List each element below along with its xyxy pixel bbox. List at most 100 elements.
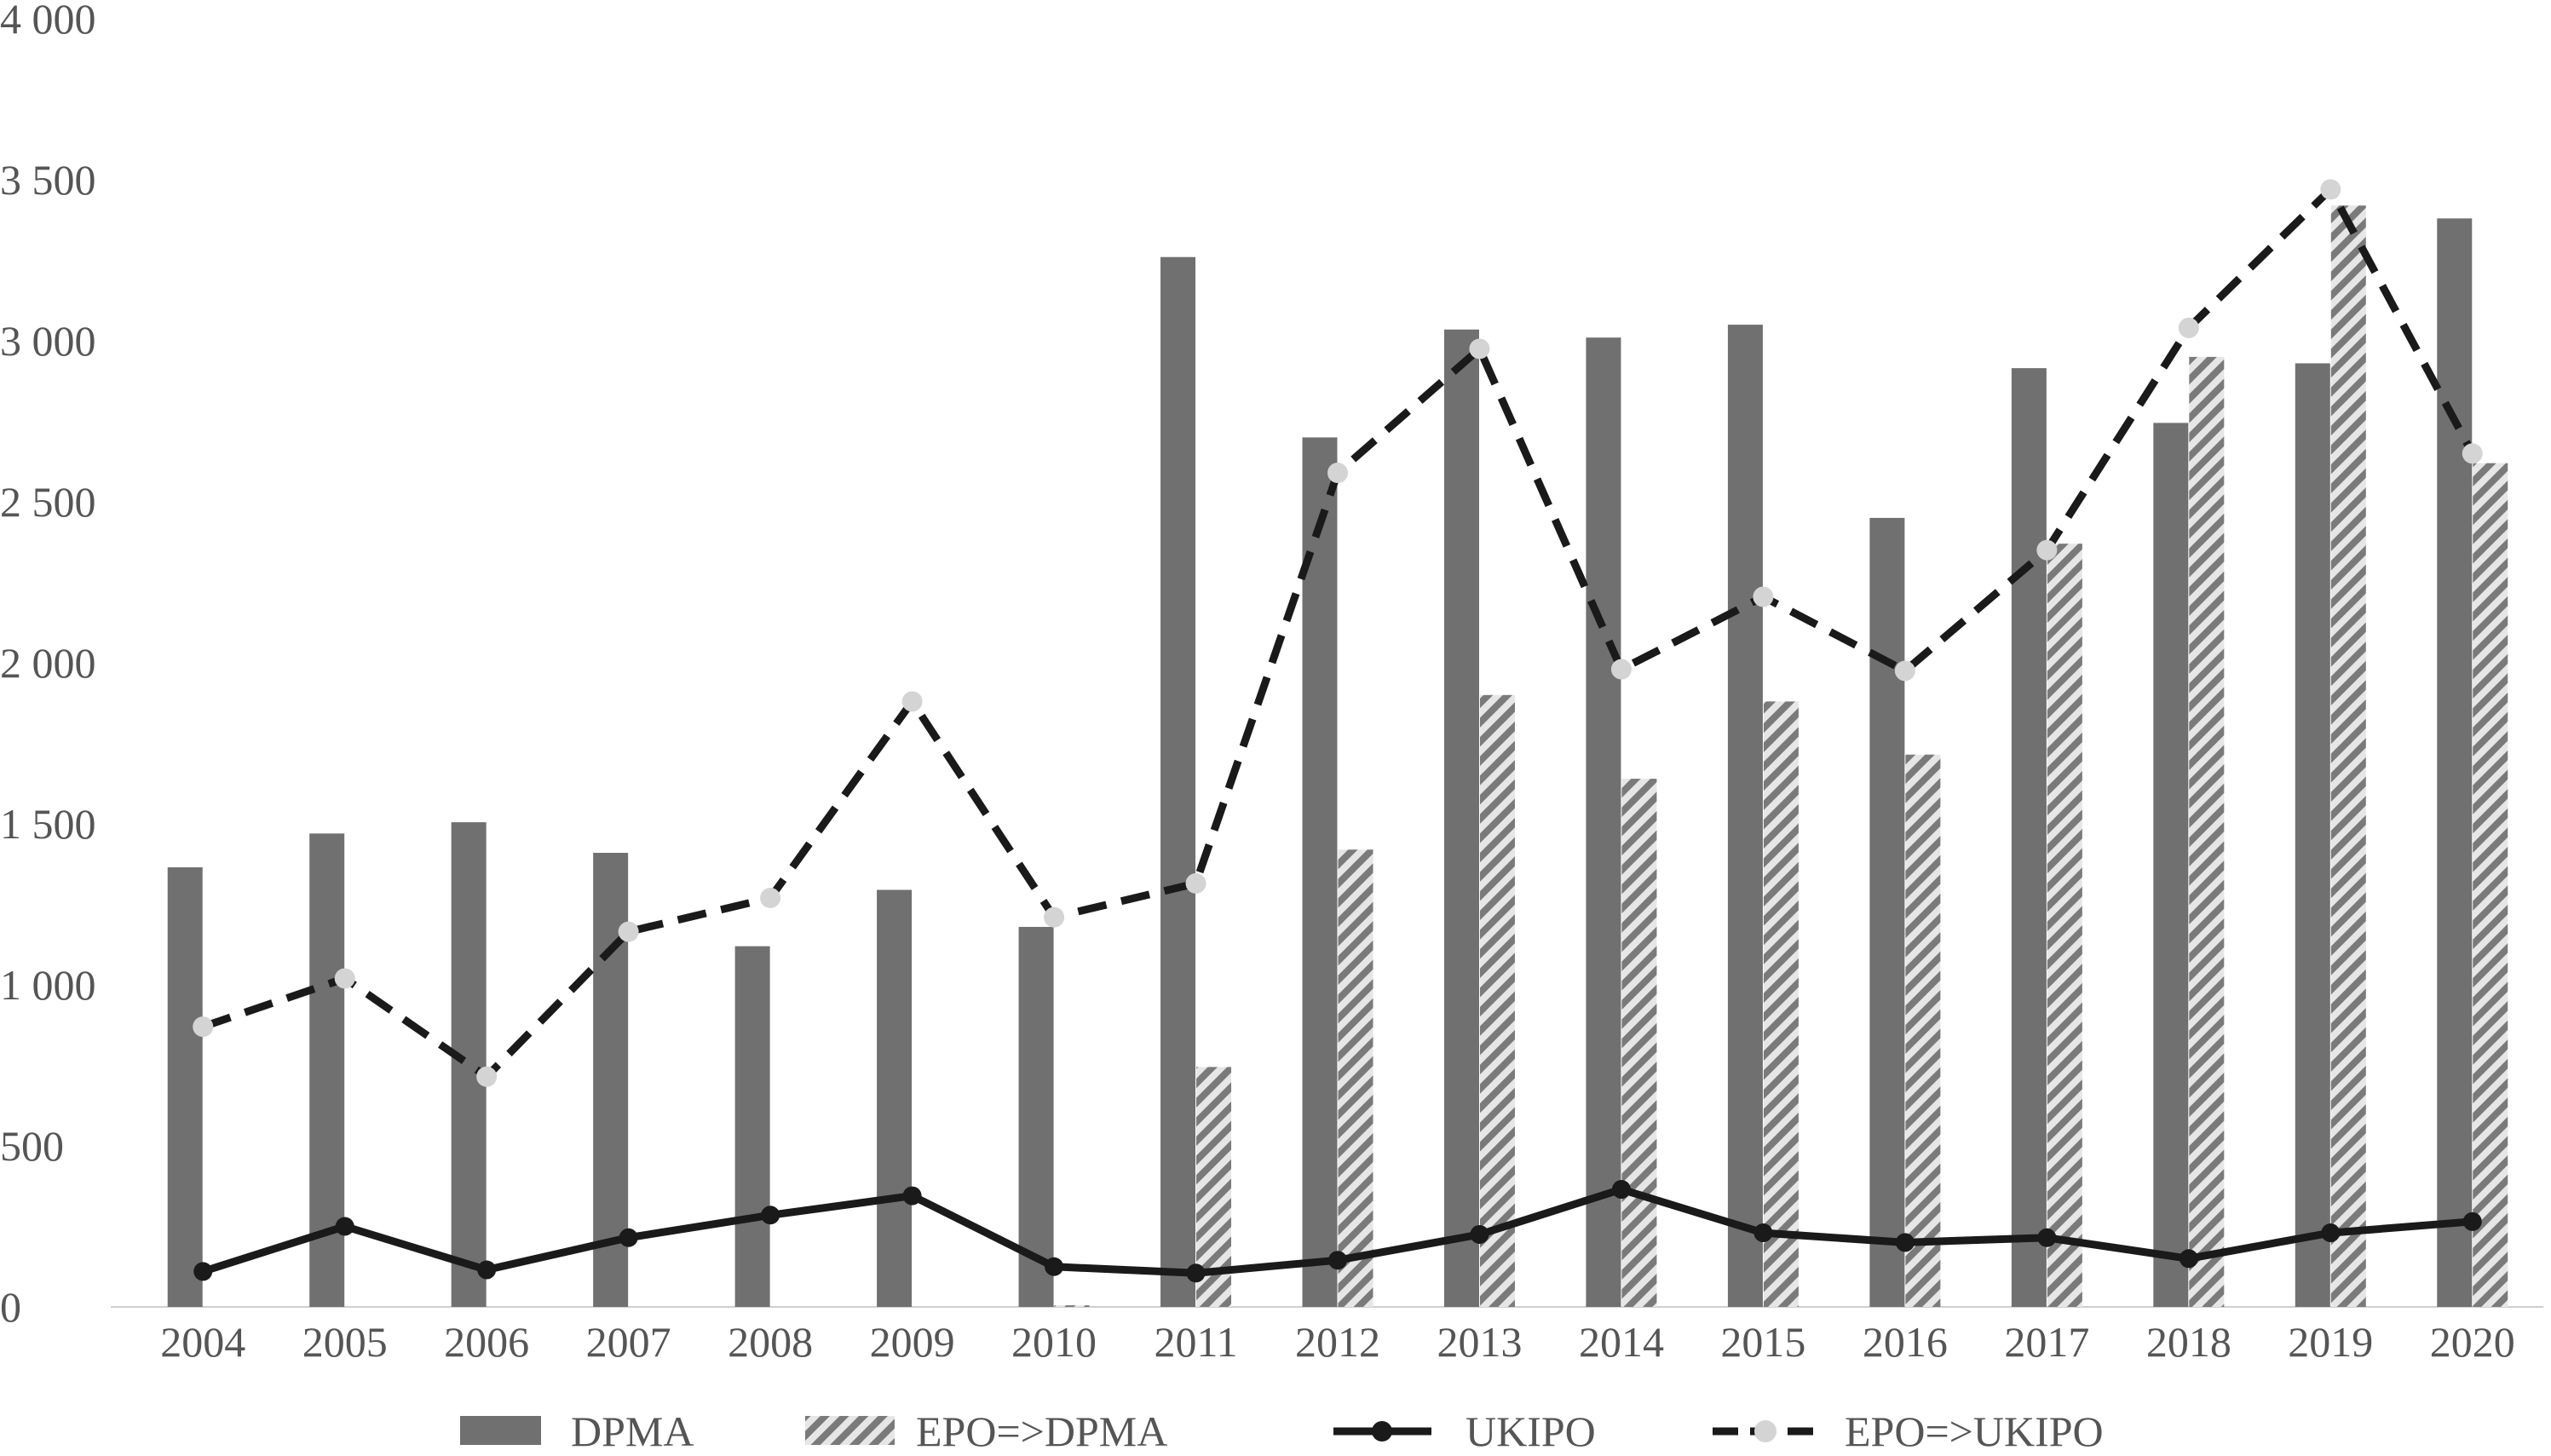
bar-dpma: [1302, 437, 1338, 1307]
bar-dpma: [1869, 517, 1905, 1307]
bar-epo-dpma: [2473, 463, 2508, 1307]
y-tick-label: 500: [0, 1122, 64, 1170]
bar-dpma: [451, 822, 487, 1307]
legend-ukipo-label: UKIPO: [1466, 1407, 1596, 1452]
line-epo-ukipo-point: [2178, 317, 2199, 338]
y-tick-label: 2 000: [0, 639, 96, 687]
bar-dpma: [877, 889, 913, 1307]
line-epo-ukipo-point: [193, 1016, 214, 1038]
line-ukipo-point: [2037, 1228, 2057, 1247]
y-tick-label: 2 500: [0, 478, 96, 526]
line-ukipo-point: [1328, 1251, 1347, 1270]
legend: DPMA EPO=>DPMA UKIPO EPO=>UKIPO: [460, 1407, 2104, 1455]
x-tick-label: 2009: [870, 1318, 955, 1366]
x-tick-label: 2012: [1295, 1318, 1380, 1366]
line-epo-ukipo-point: [1894, 660, 1915, 682]
line-epo-ukipo-point: [1327, 462, 1348, 483]
line-ukipo-point: [2462, 1211, 2482, 1231]
bar-dpma: [1443, 329, 1479, 1307]
line-ukipo-point: [2179, 1249, 2198, 1269]
bar-dpma: [1018, 926, 1054, 1307]
legend-dpma-label: DPMA: [571, 1407, 694, 1452]
x-tick-label: 2008: [728, 1318, 813, 1366]
x-tick-label: 2016: [1863, 1318, 1948, 1366]
y-tick-label: 3 500: [0, 156, 96, 204]
bar-dpma: [2295, 363, 2330, 1308]
y-tick-label: 3 000: [0, 317, 96, 365]
bar-dpma: [1727, 325, 1763, 1308]
bar-epo-dpma: [1054, 1305, 1090, 1307]
x-tick-label: 2018: [2146, 1318, 2231, 1366]
line-ukipo-point: [477, 1260, 497, 1280]
x-tick-label: 2010: [1011, 1318, 1097, 1366]
legend-epo-ukipo-label: EPO=>UKIPO: [1845, 1407, 2104, 1452]
legend-epo-ukipo-marker: [1754, 1420, 1776, 1442]
bar-epo-dpma: [1338, 849, 1373, 1307]
bar-epo-dpma: [2047, 544, 2082, 1307]
line-ukipo-point: [1753, 1223, 1773, 1243]
line-ukipo-point: [1470, 1224, 1489, 1244]
line-epo-ukipo-point: [476, 1066, 498, 1087]
y-tick-label: 0: [0, 1283, 21, 1331]
line-ukipo-point: [1895, 1233, 1915, 1252]
line-epo-ukipo-point: [2320, 179, 2341, 200]
line-epo-ukipo-point: [2462, 443, 2483, 464]
lines: [193, 179, 2483, 1283]
bar-epo-dpma: [2189, 356, 2225, 1307]
line-epo-ukipo-point: [618, 921, 639, 942]
x-tick-label: 2004: [160, 1318, 245, 1366]
x-tick-label: 2007: [586, 1318, 671, 1366]
bar-dpma: [2011, 368, 2047, 1307]
bars: [167, 205, 2508, 1308]
line-epo-ukipo-point: [760, 887, 781, 908]
x-tick-label: 2015: [1720, 1318, 1805, 1366]
line-epo-ukipo: [201, 185, 2476, 1081]
bar-epo-dpma: [1763, 701, 1799, 1307]
y-tick-label: 1 000: [0, 961, 96, 1009]
line-epo-ukipo-point: [334, 968, 355, 989]
x-tick-label: 2019: [2288, 1318, 2373, 1366]
y-tick-label: 1 500: [0, 800, 96, 848]
bar-epo-dpma: [1621, 779, 1657, 1307]
line-ukipo-point: [619, 1228, 638, 1247]
legend-dpma-swatch: [460, 1416, 541, 1445]
line-epo-ukipo-point: [901, 691, 923, 712]
line-ukipo-point: [1186, 1263, 1206, 1283]
x-axis: 2004 2005 2006 2007 2008 2009 2010 2011 2012 2013…: [111, 1306, 2543, 1366]
legend-epo-dpma-label: EPO=>DPMA: [916, 1407, 1167, 1452]
bar-epo-dpma: [1479, 694, 1515, 1307]
line-ukipo-point: [902, 1186, 922, 1206]
line-epo-ukipo-point: [1044, 906, 1065, 928]
x-tick-label: 2017: [2004, 1318, 2089, 1366]
legend-ukipo-marker: [1372, 1421, 1392, 1442]
x-tick-label: 2011: [1154, 1318, 1237, 1366]
bar-dpma: [2153, 423, 2189, 1307]
y-tick-label: 4 000: [0, 0, 96, 43]
x-tick-label: 2005: [302, 1318, 388, 1366]
legend-epo-dpma-swatch: [805, 1416, 895, 1445]
x-tick-label: 2006: [444, 1318, 529, 1366]
line-epo-ukipo-point: [1753, 586, 1774, 607]
bar-epo-dpma: [2330, 205, 2366, 1308]
line-ukipo-point: [1045, 1257, 1064, 1276]
line-epo-ukipo-point: [1185, 872, 1206, 894]
line-epo-ukipo-point: [1610, 659, 1632, 680]
x-tick-label: 2014: [1579, 1318, 1664, 1366]
bar-dpma: [1586, 337, 1621, 1308]
line-ukipo-point: [193, 1262, 213, 1281]
bar-dpma: [167, 867, 203, 1307]
bar-epo-dpma: [1905, 754, 1941, 1307]
bar-dpma: [734, 946, 770, 1307]
line-epo-ukipo-point: [2036, 539, 2058, 561]
x-tick-label: 2020: [2430, 1318, 2515, 1366]
x-tick-label: 2013: [1437, 1318, 1522, 1366]
line-epo-ukipo-point: [1469, 338, 1490, 360]
line-ukipo-point: [335, 1217, 354, 1236]
bar-dpma: [2437, 218, 2473, 1307]
y-axis: 0 500 1 000 1 500 2 000 2 500 3 000 3 500 4 000: [0, 0, 96, 1331]
line-ukipo-point: [2321, 1223, 2341, 1243]
line-ukipo-point: [1611, 1180, 1631, 1200]
bar-dpma: [1160, 256, 1196, 1308]
